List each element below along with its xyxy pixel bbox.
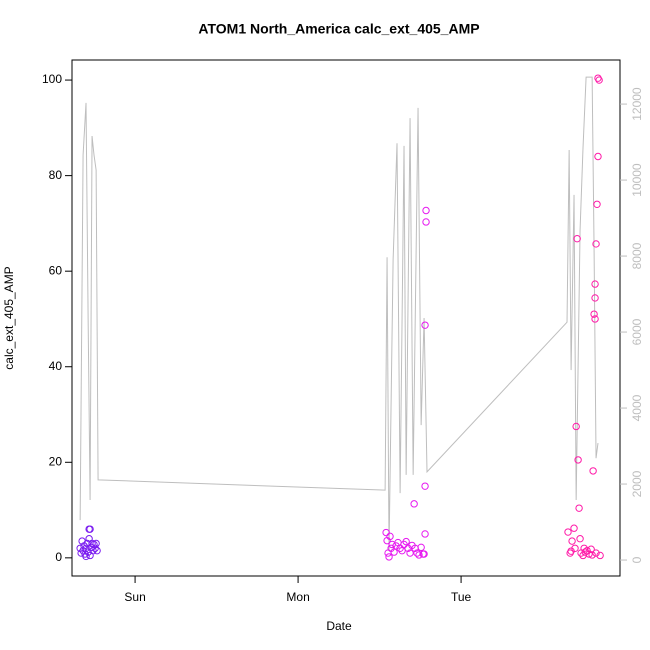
point xyxy=(93,546,101,555)
point xyxy=(585,550,593,558)
point xyxy=(385,553,393,561)
point xyxy=(406,549,414,557)
y2-tick-label: 2000 xyxy=(630,470,644,497)
point xyxy=(410,500,418,508)
point xyxy=(581,548,589,556)
point xyxy=(591,280,599,288)
point xyxy=(82,544,90,552)
point xyxy=(592,549,600,557)
point xyxy=(564,528,572,536)
point xyxy=(573,234,581,243)
point xyxy=(574,456,582,464)
point xyxy=(421,482,429,490)
point xyxy=(591,294,599,302)
point xyxy=(568,537,576,545)
y2-tick-label: 10000 xyxy=(630,163,644,197)
y2-tick-label: 8000 xyxy=(630,242,644,269)
y-tick-label: 80 xyxy=(49,168,63,182)
point xyxy=(591,315,599,323)
point xyxy=(91,544,99,552)
y-tick-label: 60 xyxy=(49,263,63,277)
point xyxy=(580,544,588,552)
x-axis-label: Date xyxy=(326,619,352,633)
point xyxy=(417,543,425,552)
y2-tick-label: 4000 xyxy=(630,394,644,421)
y-tick-label: 0 xyxy=(55,550,62,564)
point xyxy=(396,544,404,552)
point xyxy=(82,552,90,561)
x-tick-label: Mon xyxy=(286,590,309,604)
x-tick-label: Tue xyxy=(451,590,472,604)
point xyxy=(421,321,429,329)
line xyxy=(79,76,599,551)
point xyxy=(594,152,602,161)
point xyxy=(572,422,580,431)
point xyxy=(594,74,602,82)
point xyxy=(422,218,430,226)
point xyxy=(83,539,91,548)
point xyxy=(567,547,575,555)
y2-tick-label: 12000 xyxy=(630,87,644,121)
y-tick-label: 100 xyxy=(42,72,62,86)
chart-title: ATOM1 North_America calc_ext_405_AMP xyxy=(198,21,479,37)
point xyxy=(590,310,598,318)
x-tick-label: Sun xyxy=(124,590,145,604)
point xyxy=(588,551,596,559)
point xyxy=(415,551,423,559)
point xyxy=(589,467,597,475)
plot-box xyxy=(71,59,621,577)
y2-tick-label: 6000 xyxy=(630,318,644,345)
point xyxy=(587,545,595,553)
y-tick-label: 40 xyxy=(49,359,63,373)
point xyxy=(570,524,578,532)
point xyxy=(575,504,583,512)
point xyxy=(402,537,410,546)
point xyxy=(382,528,390,537)
point xyxy=(92,539,100,548)
point xyxy=(420,550,428,558)
point xyxy=(386,532,394,541)
point xyxy=(422,206,430,215)
point xyxy=(576,535,584,543)
y-tick-label: 20 xyxy=(49,454,63,468)
point xyxy=(595,76,603,84)
point xyxy=(593,200,601,208)
y2-tick-label: 0 xyxy=(630,556,644,563)
point xyxy=(596,551,604,560)
point xyxy=(86,525,94,533)
point xyxy=(592,240,600,248)
point xyxy=(77,549,85,557)
y-axis-label: calc_ext_405_AMP xyxy=(2,266,16,369)
point xyxy=(421,530,429,538)
